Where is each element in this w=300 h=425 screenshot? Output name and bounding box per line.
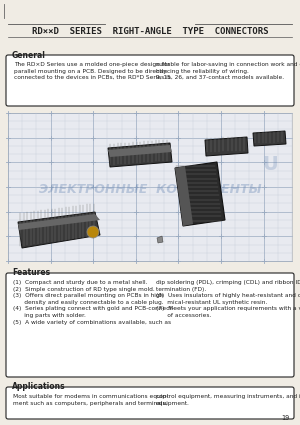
- Text: General: General: [12, 51, 46, 60]
- Text: ЭЛEKТPOHHЫE  КОМПОНЕНТЫ: ЭЛEKТPOHHЫE КОМПОНЕНТЫ: [39, 184, 261, 196]
- Polygon shape: [108, 145, 172, 157]
- Polygon shape: [108, 143, 172, 167]
- Text: suitable for labor-saving in connection work and en-
hancing the reliability of : suitable for labor-saving in connection …: [156, 62, 300, 80]
- FancyBboxPatch shape: [6, 55, 294, 106]
- Polygon shape: [18, 214, 100, 230]
- Circle shape: [87, 226, 99, 238]
- Text: U: U: [262, 155, 278, 174]
- Text: Most suitable for modems in communications equip-
ment such as computers, periph: Most suitable for modems in communicatio…: [13, 394, 168, 405]
- Text: Features: Features: [12, 268, 50, 277]
- Polygon shape: [18, 212, 100, 248]
- Polygon shape: [157, 236, 163, 243]
- Text: control equipment, measuring instruments, and import
equipment.: control equipment, measuring instruments…: [156, 394, 300, 405]
- Text: RD××D  SERIES  RIGHT-ANGLE  TYPE  CONNECTORS: RD××D SERIES RIGHT-ANGLE TYPE CONNECTORS: [32, 26, 268, 36]
- Text: Applications: Applications: [12, 382, 66, 391]
- Text: The RD×D Series use a molded one-piece design for
parallel mounting on a PCB. De: The RD×D Series use a molded one-piece d…: [14, 62, 171, 80]
- Polygon shape: [175, 166, 193, 226]
- Text: (1)  Compact and sturdy due to a metal shell.
(2)  Simple construction of RD typ: (1) Compact and sturdy due to a metal sh…: [13, 280, 174, 325]
- Bar: [8, 113, 292, 261]
- Polygon shape: [205, 137, 248, 156]
- Text: dip soldering (PDL), crimping (CDL) and ribbon IDC
termination (FD).
(6)  Uses i: dip soldering (PDL), crimping (CDL) and …: [156, 280, 300, 318]
- Polygon shape: [253, 131, 286, 146]
- Text: 19: 19: [282, 415, 290, 421]
- FancyBboxPatch shape: [6, 273, 294, 377]
- FancyBboxPatch shape: [6, 387, 294, 419]
- Polygon shape: [175, 162, 225, 226]
